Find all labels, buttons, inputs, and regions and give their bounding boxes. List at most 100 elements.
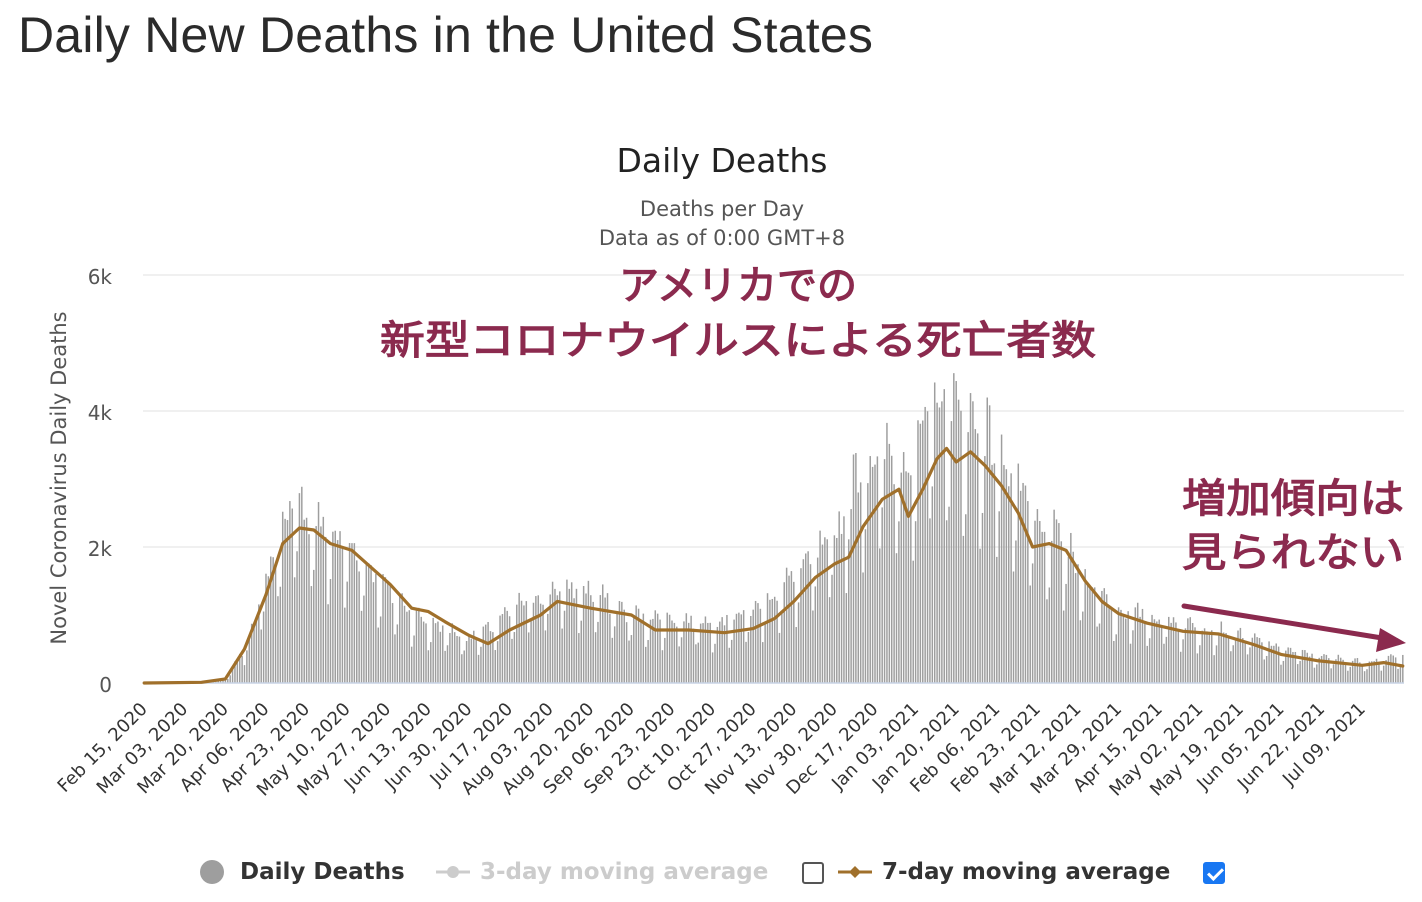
bar-daily-deaths bbox=[1203, 628, 1206, 683]
bar-daily-deaths bbox=[281, 511, 284, 683]
bar-daily-deaths bbox=[1072, 551, 1074, 683]
bar-daily-deaths bbox=[537, 595, 539, 683]
bar-daily-deaths bbox=[1330, 668, 1332, 683]
bar-daily-deaths bbox=[394, 634, 396, 683]
bar-daily-deaths bbox=[1256, 637, 1258, 683]
bar-daily-deaths bbox=[401, 593, 403, 683]
bar-daily-deaths bbox=[1005, 469, 1008, 683]
bar-daily-deaths bbox=[750, 615, 752, 683]
bar-daily-deaths bbox=[1249, 647, 1251, 683]
bar-daily-deaths bbox=[754, 600, 757, 683]
bar-daily-deaths bbox=[1003, 465, 1005, 683]
bar-daily-deaths bbox=[372, 582, 375, 683]
bar-daily-deaths bbox=[1222, 632, 1225, 683]
bar-daily-deaths bbox=[444, 650, 446, 683]
bar-daily-deaths bbox=[504, 607, 506, 683]
bar-daily-deaths bbox=[857, 492, 860, 683]
bar-daily-deaths bbox=[862, 572, 864, 683]
bar-daily-deaths bbox=[313, 569, 315, 683]
bar-daily-deaths bbox=[549, 594, 551, 683]
legend-item-7day-ma[interactable]: 7-day moving average bbox=[838, 852, 1170, 892]
legend-label-3day-ma: 3-day moving average bbox=[480, 859, 769, 885]
bar-daily-deaths bbox=[329, 579, 332, 683]
legend-item-daily-deaths[interactable]: Daily Deaths bbox=[200, 852, 405, 892]
bar-daily-deaths bbox=[363, 595, 365, 683]
bar-daily-deaths bbox=[888, 443, 891, 683]
bar-daily-deaths bbox=[389, 583, 391, 683]
bar-daily-deaths bbox=[310, 586, 313, 683]
bar-daily-deaths bbox=[1368, 661, 1371, 683]
bar-daily-deaths bbox=[707, 622, 709, 683]
checkbox-7day-ma[interactable] bbox=[1203, 862, 1225, 884]
bar-daily-deaths bbox=[716, 626, 719, 683]
bar-daily-deaths bbox=[592, 601, 594, 683]
bar-daily-deaths bbox=[654, 610, 657, 683]
bar-daily-deaths bbox=[1390, 654, 1392, 683]
bar-daily-deaths bbox=[900, 472, 903, 683]
bar-daily-deaths bbox=[599, 595, 602, 683]
bar-daily-deaths bbox=[850, 509, 852, 683]
bar-daily-deaths bbox=[1342, 659, 1344, 683]
bar-daily-deaths bbox=[1280, 664, 1282, 683]
bar-daily-deaths bbox=[867, 483, 869, 683]
bar-daily-deaths bbox=[1220, 621, 1223, 683]
bar-daily-deaths bbox=[797, 602, 800, 683]
checkbox-3day-ma[interactable] bbox=[802, 862, 824, 884]
bar-daily-deaths bbox=[807, 551, 809, 683]
bar-daily-deaths bbox=[265, 573, 267, 683]
bar-daily-deaths bbox=[719, 621, 721, 683]
bar-daily-deaths bbox=[606, 593, 609, 683]
bar-daily-deaths bbox=[965, 514, 967, 683]
bar-daily-deaths bbox=[711, 652, 714, 683]
bar-daily-deaths bbox=[1282, 660, 1285, 683]
bar-daily-deaths bbox=[757, 603, 759, 683]
bar-daily-deaths bbox=[1294, 651, 1297, 683]
bar-daily-deaths bbox=[520, 600, 523, 683]
bar-daily-deaths bbox=[692, 628, 695, 683]
legend-item-3day-ma[interactable]: 3-day moving average bbox=[436, 852, 768, 892]
bar-daily-deaths bbox=[456, 635, 458, 683]
bar-daily-deaths bbox=[812, 610, 814, 683]
bar-daily-deaths bbox=[1163, 643, 1165, 683]
bar-daily-deaths bbox=[795, 627, 797, 683]
bar-daily-deaths bbox=[1065, 583, 1067, 683]
bar-daily-deaths bbox=[563, 610, 566, 683]
bar-daily-deaths bbox=[1244, 640, 1246, 683]
bar-daily-deaths bbox=[1325, 654, 1328, 683]
bar-daily-deaths bbox=[1158, 619, 1160, 683]
bar-daily-deaths bbox=[644, 646, 647, 683]
bar-daily-deaths bbox=[473, 630, 475, 683]
bar-daily-deaths bbox=[250, 623, 253, 683]
bar-daily-deaths bbox=[324, 536, 327, 683]
bar-daily-deaths bbox=[351, 543, 353, 683]
bar-daily-deaths bbox=[871, 466, 874, 683]
y-axis-label: Novel Coronavirus Daily Deaths bbox=[47, 311, 71, 644]
bar-daily-deaths bbox=[704, 616, 707, 683]
bar-daily-deaths bbox=[852, 454, 855, 683]
bar-daily-deaths bbox=[1084, 569, 1086, 683]
bar-daily-deaths bbox=[1371, 661, 1373, 683]
annotation-side-line1: 増加傾向は bbox=[1182, 476, 1404, 522]
bar-daily-deaths bbox=[1313, 667, 1316, 683]
bar-daily-deaths bbox=[360, 610, 363, 683]
bar-daily-deaths bbox=[1232, 645, 1234, 683]
bar-daily-deaths bbox=[826, 539, 828, 683]
bar-daily-deaths bbox=[487, 621, 489, 683]
bar-daily-deaths bbox=[1382, 665, 1385, 683]
bar-daily-deaths bbox=[298, 493, 301, 683]
bar-daily-deaths bbox=[723, 625, 726, 683]
bar-daily-deaths bbox=[893, 484, 895, 683]
bar-daily-deaths bbox=[1010, 473, 1012, 683]
bar-daily-deaths bbox=[377, 627, 379, 683]
bar-daily-deaths bbox=[387, 582, 389, 683]
bar-daily-deaths bbox=[604, 597, 606, 683]
bar-daily-deaths bbox=[800, 568, 802, 683]
bar-daily-deaths bbox=[1058, 523, 1060, 683]
bar-daily-deaths bbox=[1191, 623, 1194, 683]
bar-daily-deaths bbox=[353, 543, 356, 683]
bar-daily-deaths bbox=[778, 632, 781, 683]
bar-daily-deaths bbox=[690, 615, 692, 683]
bar-daily-deaths bbox=[616, 611, 618, 683]
bar-daily-deaths bbox=[764, 622, 766, 683]
bar-daily-deaths bbox=[1225, 633, 1227, 683]
